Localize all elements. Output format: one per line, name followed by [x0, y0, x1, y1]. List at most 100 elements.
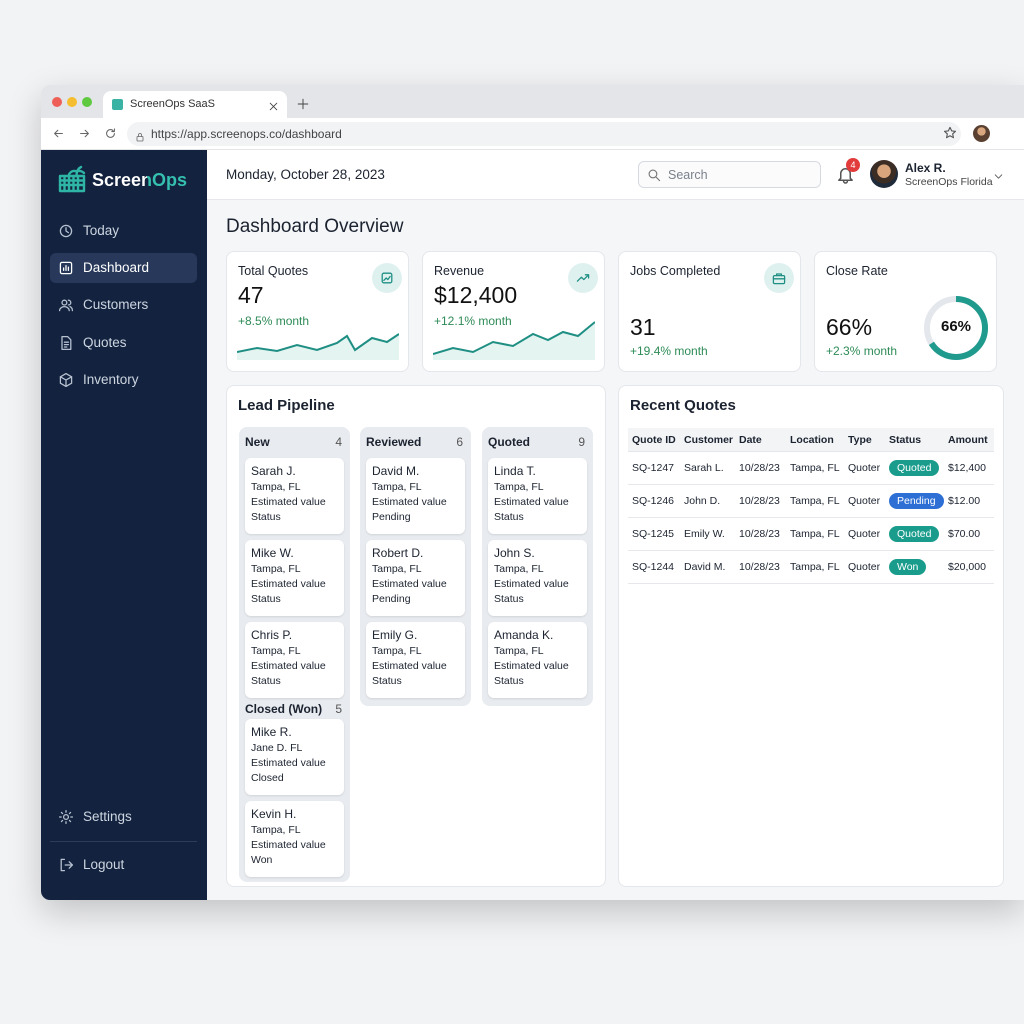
lead-field: Estimated value — [494, 578, 569, 590]
nav-icon — [58, 223, 74, 239]
pipeline-column: Quoted 9 Linda T. Tampa, FL Estimated value S… — [482, 427, 593, 706]
column-count: 5 — [335, 702, 342, 716]
lead-location: Tampa, FL — [251, 645, 301, 657]
table-header: Date — [739, 434, 762, 446]
lead-card[interactable]: John S. Tampa, FL Estimated value Status — [488, 540, 587, 616]
search-box[interactable]: Search — [638, 161, 821, 188]
lead-field: Estimated value — [251, 578, 326, 590]
user-avatar[interactable] — [870, 160, 898, 188]
brand-logo — [56, 164, 88, 194]
forward-button[interactable] — [78, 127, 91, 140]
lead-card[interactable]: Chris P. Tampa, FL Estimated value Status — [245, 622, 344, 698]
user-menu-chevron[interactable] — [993, 169, 1004, 180]
lead-card[interactable]: Mike R. Jane D. FL Estimated value Closed — [245, 719, 344, 795]
status-badge: Won — [889, 559, 927, 575]
lead-card[interactable]: Kevin H. Tampa, FL Estimated value Won — [245, 801, 344, 877]
table-cell: Quoter — [848, 528, 881, 540]
nav-item[interactable]: Quotes — [50, 328, 197, 358]
lead-status: Status — [494, 675, 524, 687]
favicon — [112, 99, 123, 110]
table-cell: 10/28/23 — [739, 495, 780, 507]
nav-item[interactable]: Logout — [50, 850, 197, 880]
main: Monday, October 28, 2023 Search 4 Alex R. Sc… — [207, 150, 1024, 900]
nav-item[interactable]: Settings — [50, 802, 197, 832]
lead-status: Status — [251, 675, 281, 687]
lead-field: Estimated value — [251, 757, 326, 769]
lead-location: Tampa, FL — [372, 563, 422, 575]
lead-location: Tampa, FL — [372, 645, 422, 657]
url-field[interactable]: https://app.screenops.co/dashboard — [127, 122, 961, 146]
table-cell: SQ-1246 — [632, 495, 675, 507]
table-row[interactable] — [628, 518, 994, 551]
table-cell: Sarah L. — [684, 462, 724, 474]
nav-item[interactable]: Today — [50, 216, 197, 246]
nav-label: Logout — [83, 857, 125, 872]
table-cell: Quoter — [848, 462, 881, 474]
lead-name: David M. — [372, 464, 420, 478]
profile-avatar[interactable] — [973, 125, 990, 142]
nav-item[interactable]: Inventory — [50, 365, 197, 395]
window-control[interactable] — [67, 97, 77, 107]
kpi-card: Total Quotes 47 +8.5% month — [226, 251, 409, 372]
kpi-card: Revenue $12,400 +12.1% month — [422, 251, 605, 372]
lead-card[interactable]: Sarah J. Tampa, FL Estimated value Status — [245, 458, 344, 534]
nav-icon — [58, 809, 74, 825]
section-title: Recent Quotes — [630, 397, 736, 414]
section-title: Lead Pipeline — [238, 397, 335, 414]
column-count: 4 — [335, 435, 342, 449]
nav-label: Dashboard — [83, 260, 150, 275]
browser-tab[interactable]: ScreenOps SaaS — [103, 91, 287, 118]
lead-status: Closed — [251, 772, 284, 784]
page-title: Dashboard Overview — [226, 216, 404, 237]
lead-field: Estimated value — [494, 496, 569, 508]
table-cell: Tampa, FL — [790, 462, 840, 474]
table-cell: $12,400 — [948, 462, 986, 474]
sparkline — [432, 320, 596, 360]
reload-button[interactable] — [104, 127, 117, 140]
pipeline-column: Reviewed 6 David M. Tampa, FL Estimated valu… — [360, 427, 471, 706]
table-header: Quote ID — [632, 434, 676, 446]
table-row[interactable] — [628, 452, 994, 485]
lead-field: Estimated value — [494, 660, 569, 672]
tab-bar: ScreenOps SaaS — [41, 85, 1024, 118]
lead-card[interactable]: Robert D. Tampa, FL Estimated value Pending — [366, 540, 465, 616]
nav-icon — [58, 857, 74, 873]
bookmark-star[interactable] — [943, 126, 957, 140]
kpi-value: 47 — [238, 282, 264, 308]
lead-status: Status — [494, 593, 524, 605]
nav-label: Customers — [83, 297, 149, 312]
table-row[interactable] — [628, 485, 994, 518]
nav-item[interactable]: Customers — [50, 290, 197, 320]
lead-location: Tampa, FL — [372, 481, 422, 493]
new-tab[interactable] — [297, 97, 309, 110]
table-header: Type — [848, 434, 872, 446]
lead-card[interactable]: Linda T. Tampa, FL Estimated value Status — [488, 458, 587, 534]
back-button[interactable] — [52, 127, 65, 140]
pipeline-column: New 4 Sarah J. Tampa, FL Estimated value Stat… — [239, 427, 350, 882]
lead-card[interactable]: David M. Tampa, FL Estimated value Pending — [366, 458, 465, 534]
kpi-icon — [764, 263, 794, 293]
status-badge: Pending — [889, 493, 944, 509]
lead-name: Chris P. — [251, 628, 293, 642]
lead-card[interactable]: Mike W. Tampa, FL Estimated value Status — [245, 540, 344, 616]
column-title: Closed (Won) — [245, 702, 323, 716]
lead-card[interactable]: Amanda K. Tampa, FL Estimated value Status — [488, 622, 587, 698]
kpi-glyph — [771, 270, 787, 286]
kpi-card: Close Rate 66% +2.3% month 66% — [814, 251, 997, 372]
lead-name: Mike R. — [251, 725, 292, 739]
separator — [50, 841, 197, 842]
lead-name: Robert D. — [372, 546, 424, 560]
lead-name: Amanda K. — [494, 628, 554, 642]
lead-card[interactable]: Emily G. Tampa, FL Estimated value Status — [366, 622, 465, 698]
status-badge: Quoted — [889, 526, 940, 542]
table-cell: SQ-1244 — [632, 561, 675, 573]
table-row[interactable] — [628, 551, 994, 584]
status-badge: Quoted — [889, 460, 940, 476]
tab-close[interactable] — [268, 99, 279, 111]
window-control[interactable] — [52, 97, 62, 107]
lead-status: Won — [251, 854, 273, 866]
nav-item[interactable]: Dashboard — [50, 253, 197, 283]
app: ScreenOps Today Dashboard Customers Quotes In… — [41, 150, 1024, 900]
window-control[interactable] — [82, 97, 92, 107]
